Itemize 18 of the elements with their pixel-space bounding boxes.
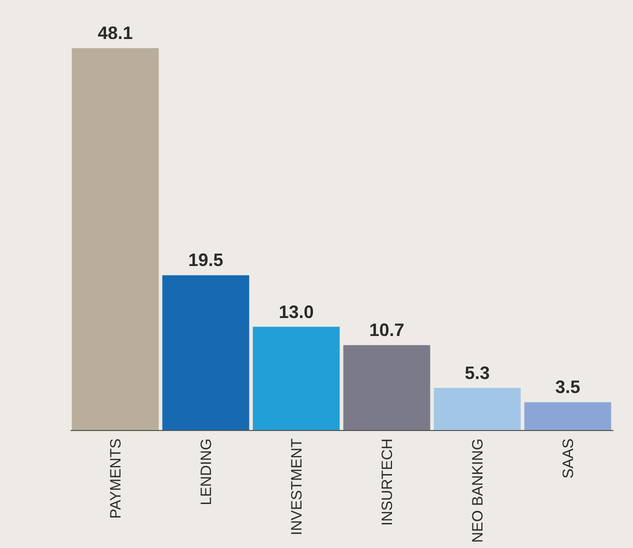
bar [434, 388, 521, 430]
data-label: 48.1 [98, 23, 133, 44]
bar [72, 48, 159, 430]
data-label: 5.3 [464, 362, 490, 383]
x-tick-label: LENDING [198, 438, 215, 506]
bar [252, 326, 340, 430]
x-tick-label: SAAS [560, 438, 577, 479]
x-tick-label: PAYMENTS [107, 438, 124, 519]
data-label: 3.5 [555, 377, 580, 398]
data-label: 19.5 [188, 250, 224, 270]
bar [524, 402, 612, 430]
x-tick-label: INSURTECH [378, 438, 396, 526]
bar [343, 345, 430, 430]
data-label: 13.0 [278, 302, 314, 322]
x-tick-label: INVESTMENT [288, 438, 306, 536]
x-tick-label: NEO BANKING [469, 438, 486, 543]
data-label: 10.7 [369, 320, 404, 340]
bar [162, 275, 250, 430]
